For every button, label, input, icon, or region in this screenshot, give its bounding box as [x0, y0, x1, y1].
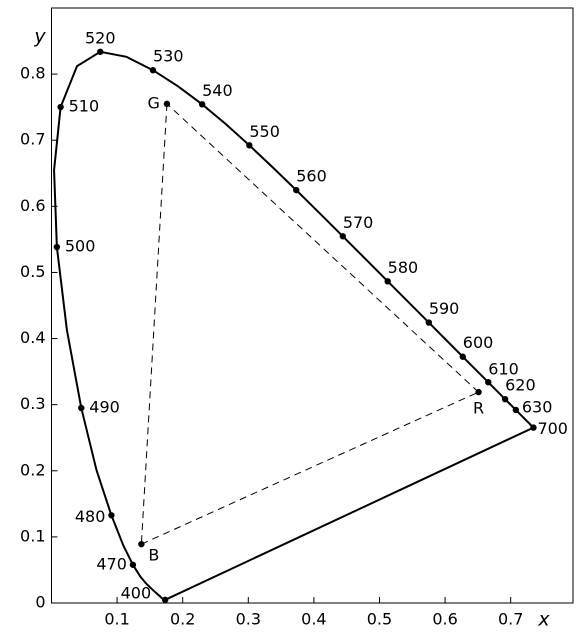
x-tick-label: 0.7	[498, 610, 523, 629]
gamut-edge	[166, 103, 479, 393]
wavelength-label: 630	[522, 397, 553, 416]
primary-point	[475, 388, 482, 396]
gamut-edge	[140, 103, 168, 545]
y-tick-label: 0.2	[20, 460, 45, 479]
wavelength-label: 400	[121, 583, 152, 602]
x-tick-label: 0.6	[432, 610, 457, 629]
wavelength-label: 550	[249, 122, 280, 141]
wavelength-label: 490	[89, 397, 120, 416]
primary-point	[163, 100, 171, 108]
primary-point	[138, 540, 145, 548]
y-tick-label: 0.4	[20, 328, 45, 347]
locus-point	[530, 424, 537, 431]
primary-label: G	[148, 93, 160, 112]
wavelength-label: 560	[296, 167, 327, 186]
wavelength-label: 570	[343, 213, 374, 232]
locus-point	[53, 243, 61, 251]
x-tick-label: 0.3	[236, 610, 261, 629]
locus-point	[78, 404, 85, 412]
spectral-locus	[53, 50, 535, 601]
x-axis-label: x	[537, 609, 550, 631]
wavelength-label: 500	[65, 237, 96, 256]
wavelength-label: 610	[488, 360, 519, 379]
primary-label: R	[473, 399, 484, 418]
wavelength-label: 700	[537, 419, 568, 438]
purple-line	[164, 426, 534, 601]
locus-point	[485, 378, 492, 386]
gamut-edge	[141, 391, 479, 545]
locus-point	[129, 561, 137, 568]
y-tick-label: 0.1	[20, 526, 45, 545]
x-tick-label: 0.2	[170, 610, 195, 629]
wavelength-label: 480	[75, 507, 106, 526]
wavelength-label: 520	[85, 28, 116, 47]
locus-point	[339, 233, 347, 240]
locus-point	[293, 186, 300, 194]
primary-label: B	[148, 546, 159, 565]
locus-point	[108, 512, 115, 519]
locus-point	[161, 596, 169, 604]
locus-point	[246, 142, 253, 149]
wavelength-label: 470	[96, 554, 127, 573]
y-tick-label: 0.6	[20, 196, 45, 215]
locus-point	[384, 278, 391, 285]
y-tick-label: 0.5	[20, 262, 45, 281]
wavelength-label: 600	[463, 333, 494, 352]
y-tick-label: 0	[35, 593, 45, 612]
locus-point	[149, 67, 157, 74]
x-tick-label: 0.5	[367, 610, 392, 629]
y-tick-label: 0.7	[20, 130, 45, 149]
wavelength-label: 620	[505, 376, 536, 395]
wavelength-label: 590	[429, 299, 460, 318]
y-tick-label: 0.8	[20, 64, 45, 83]
x-tick-label: 0.1	[104, 610, 129, 629]
x-tick-label: 0.4	[301, 610, 326, 629]
plot-frame	[51, 7, 574, 604]
locus-point	[459, 353, 466, 360]
wavelength-label: 530	[153, 47, 184, 66]
wavelength-label: 540	[202, 81, 233, 100]
wavelength-label: 580	[388, 258, 419, 277]
y-tick-label: 0.3	[20, 394, 45, 413]
locus-point	[57, 103, 64, 111]
wavelength-label: 510	[69, 97, 100, 116]
y-axis-label: y	[33, 26, 46, 48]
locus-point	[501, 395, 509, 403]
locus-point	[425, 319, 433, 326]
locus-point	[512, 406, 520, 414]
locus-point	[97, 48, 104, 55]
locus-point	[198, 101, 206, 108]
